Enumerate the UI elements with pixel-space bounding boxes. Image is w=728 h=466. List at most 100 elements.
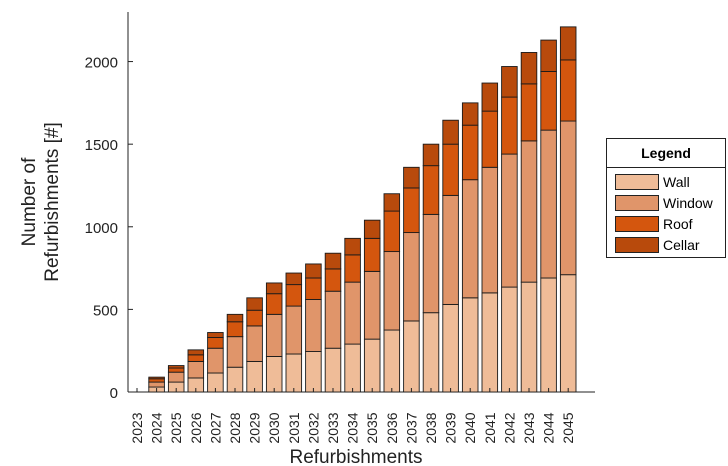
bar-segment-roof <box>148 378 165 383</box>
x-tick-label: 2036 <box>384 412 400 443</box>
x-tick-label: 2041 <box>482 412 498 443</box>
x-axis-label: Refurbishments <box>289 447 422 466</box>
bar-segment-roof <box>344 254 361 283</box>
bar-segment-window <box>305 299 322 352</box>
bar-segment-cellar <box>148 376 165 380</box>
bar-segment-window <box>246 325 263 362</box>
bar-segment-cellar <box>383 193 401 212</box>
bar-segment-window <box>363 270 381 340</box>
bar-segment-cellar <box>324 252 342 270</box>
x-tick-label: 2045 <box>560 412 576 443</box>
bar-segment-roof <box>246 309 263 327</box>
bar-segment-cellar <box>246 297 263 311</box>
bar-segment-roof <box>363 237 381 272</box>
x-tick-label: 2028 <box>227 412 243 443</box>
bar-segment-wall <box>520 281 538 393</box>
bar-segment-window <box>148 381 165 388</box>
bar-segment-wall <box>540 277 557 393</box>
bar-segment-cellar <box>226 313 244 323</box>
legend-label: Window <box>663 195 713 211</box>
x-tick-label: 2023 <box>129 412 145 443</box>
bar-segment-wall <box>265 356 283 393</box>
bar-segment-cellar <box>520 52 538 85</box>
bar-segment-wall <box>481 292 499 393</box>
legend-item-roof: Roof <box>615 215 693 233</box>
x-tick-label: 2026 <box>188 412 204 443</box>
x-tick-label: 2029 <box>247 412 263 443</box>
bar-segment-cellar <box>285 272 303 286</box>
bar-segment-window <box>383 251 401 331</box>
bar-segment-window <box>481 166 499 294</box>
x-tick-label: 2024 <box>149 412 165 443</box>
legend-item-wall: Wall <box>615 173 690 191</box>
bar-segment-roof <box>501 96 518 155</box>
x-tick-label: 2034 <box>345 412 361 443</box>
bar-segment-roof <box>403 187 420 234</box>
bar-segment-roof <box>422 165 440 215</box>
bar-segment-wall <box>363 338 381 393</box>
bar-segment-wall <box>246 360 263 393</box>
legend-item-cellar: Cellar <box>615 236 700 254</box>
bar-segment-window <box>540 129 557 279</box>
bar-segment-roof <box>285 284 303 307</box>
x-tick-label: 2027 <box>207 412 223 443</box>
bar-segment-wall <box>559 274 577 393</box>
bar-segment-roof <box>226 321 244 338</box>
legend-swatch <box>615 174 659 190</box>
bar-segment-window <box>324 290 342 349</box>
bar-segment-cellar <box>501 66 518 98</box>
bar-segment-cellar <box>167 365 185 369</box>
bar-segment-roof <box>481 110 499 168</box>
x-tick-label: 2035 <box>364 412 380 443</box>
legend-title: Legend <box>607 139 725 168</box>
bar-segment-roof <box>461 124 479 181</box>
y-tick-label: 0 <box>110 385 118 402</box>
x-tick-label: 2031 <box>286 412 302 443</box>
legend-label: Roof <box>663 216 693 232</box>
legend-label: Cellar <box>663 237 700 253</box>
x-tick-label: 2043 <box>521 412 537 443</box>
bar-segment-window <box>207 347 224 374</box>
bar-segment-window <box>422 213 440 314</box>
bar-segment-wall <box>383 329 401 393</box>
x-tick-label: 2037 <box>403 412 419 443</box>
bar-segment-window <box>559 120 577 276</box>
bar-segment-roof <box>559 59 577 122</box>
bar-segment-window <box>461 179 479 299</box>
bar-segment-window <box>265 313 283 357</box>
y-tick-label: 500 <box>93 302 118 319</box>
y-axis-label: Number of <box>19 157 40 246</box>
bar-segment-cellar <box>481 82 499 112</box>
bar-segment-cellar <box>403 166 420 189</box>
x-tick-label: 2040 <box>462 412 478 443</box>
bar-segment-roof <box>442 143 459 196</box>
bar-segment-window <box>285 305 303 355</box>
x-tick-label: 2038 <box>423 412 439 443</box>
bar-segment-window <box>403 232 420 322</box>
bar-segment-roof <box>324 268 342 292</box>
bar-segment-cellar <box>265 282 283 295</box>
bar-segment-cellar <box>540 39 557 72</box>
ticks-layer: 0 500 1000 1500 2000 2023 2024 2025 2026 2027 2028… <box>85 55 577 444</box>
bar-segment-cellar <box>207 332 224 338</box>
bar-segment-wall <box>461 297 479 393</box>
x-tick-label: 2033 <box>325 412 341 443</box>
legend-item-window: Window <box>615 194 713 212</box>
bar-segment-wall <box>285 353 303 393</box>
bar-segment-wall <box>422 312 440 393</box>
bar-segment-window <box>501 153 518 288</box>
bar-segment-cellar <box>442 119 459 145</box>
y-tick-label: 2000 <box>85 55 118 72</box>
x-tick-label: 2044 <box>541 412 557 443</box>
legend-swatch <box>615 216 659 232</box>
bar-segment-window <box>187 360 205 379</box>
x-tick-label: 2030 <box>266 412 282 443</box>
bar-segment-wall <box>501 286 518 393</box>
legend-label: Wall <box>663 174 690 190</box>
bar-segment-cellar <box>344 237 361 256</box>
legend-swatch <box>615 237 659 253</box>
bar-segment-cellar <box>559 26 577 61</box>
legend-swatch <box>615 195 659 211</box>
bar-segment-roof <box>383 210 401 253</box>
